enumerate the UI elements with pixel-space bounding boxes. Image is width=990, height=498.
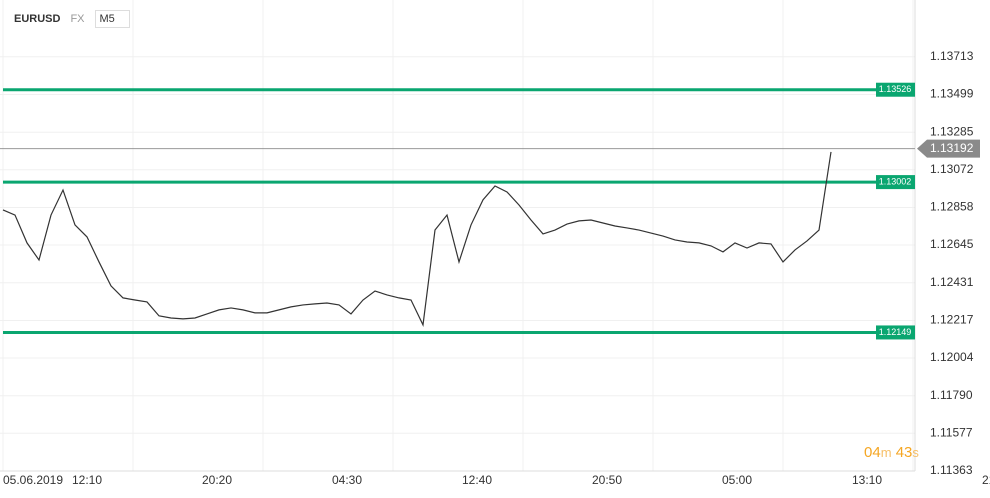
seconds-unit: s xyxy=(912,445,919,460)
x-tick-label: 21:20 xyxy=(982,473,990,487)
level-tag xyxy=(876,82,915,97)
y-tick-label: 1.12431 xyxy=(930,275,974,289)
countdown: 04m 43s xyxy=(864,444,919,461)
y-tick-label: 1.13285 xyxy=(930,124,974,138)
x-tick-label: 20:50 xyxy=(592,473,622,487)
y-tick-label: 1.11363 xyxy=(930,463,973,477)
y-tick-label: 1.13072 xyxy=(930,162,974,176)
y-tick-label: 1.13713 xyxy=(930,49,974,63)
y-tick-label: 1.12858 xyxy=(930,200,974,214)
last-price-label: 1.13192 xyxy=(930,141,974,155)
x-tick-label: 05.06.2019 xyxy=(3,473,63,487)
x-tick-label: 12:40 xyxy=(462,473,492,487)
y-tick-label: 1.12217 xyxy=(930,313,974,327)
x-tick-label: 13:10 xyxy=(852,473,882,487)
level-label: 1.12149 xyxy=(879,327,912,337)
level-tag xyxy=(876,175,915,190)
symbol[interactable]: EURUSD xyxy=(14,13,61,25)
x-tick-label: 04:30 xyxy=(332,473,362,487)
y-tick-label: 1.11790 xyxy=(930,388,973,402)
x-tick-label: 20:20 xyxy=(202,473,232,487)
last-price-tag xyxy=(917,139,980,158)
level-tag xyxy=(876,325,915,340)
level-label: 1.13002 xyxy=(879,176,912,186)
level-label: 1.13526 xyxy=(879,84,912,94)
x-tick-label: 12:10 xyxy=(72,473,102,487)
minutes: 04 xyxy=(864,444,881,461)
seconds: 43 xyxy=(895,444,913,461)
price-line xyxy=(2,151,832,327)
y-tick-label: 1.13499 xyxy=(930,87,974,101)
y-tick-label: 1.12004 xyxy=(930,350,974,364)
header: EURUSD FX M5 xyxy=(14,10,130,28)
market[interactable]: FX xyxy=(70,13,85,25)
y-tick-label: 1.11577 xyxy=(930,425,973,439)
minutes-unit: m xyxy=(880,445,892,460)
x-tick-label: 05:00 xyxy=(722,473,752,487)
y-tick-label: 1.12645 xyxy=(930,237,974,251)
interval[interactable]: M5 xyxy=(94,10,130,28)
